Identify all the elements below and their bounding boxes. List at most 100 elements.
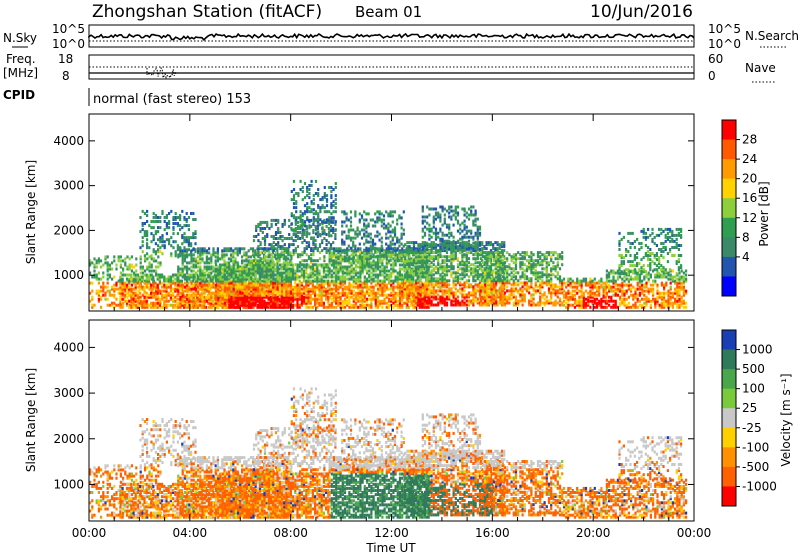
- power-cell: [241, 281, 244, 285]
- power-cell: [346, 269, 349, 273]
- power-cell: [283, 267, 286, 271]
- power-cell: [188, 273, 191, 277]
- power-cell: [174, 212, 177, 215]
- power-cell: [263, 251, 267, 255]
- power-cell: [308, 220, 311, 224]
- power-cell: [146, 246, 149, 250]
- power-cell: [354, 271, 358, 275]
- power-cell: [352, 299, 355, 303]
- power-cell: [148, 246, 151, 250]
- power-cell: [354, 263, 358, 267]
- power-cell: [421, 259, 424, 263]
- power-cell: [152, 250, 155, 254]
- power-cell: [343, 301, 347, 305]
- power-cell: [361, 287, 364, 291]
- power-cell: [350, 295, 353, 299]
- power-cell: [394, 301, 397, 305]
- power-cell: [270, 279, 273, 283]
- power-cell: [359, 283, 362, 287]
- power-cell: [289, 283, 292, 287]
- power-cell: [287, 267, 290, 271]
- power-cell: [272, 277, 275, 281]
- power-cell: [145, 283, 148, 287]
- power-cell: [295, 216, 298, 220]
- power-cell: [372, 293, 375, 297]
- power-cell: [363, 305, 366, 309]
- power-cell: [146, 244, 149, 248]
- power-cell: [186, 269, 189, 273]
- power-cell: [245, 269, 248, 273]
- power-cell: [159, 238, 162, 242]
- power-cell: [300, 267, 303, 271]
- power-cell: [327, 265, 330, 269]
- power-cell: [294, 269, 297, 273]
- power-cell: [330, 301, 333, 305]
- power-cell: [339, 297, 342, 301]
- power-cell: [146, 234, 149, 238]
- power-cell: [187, 216, 190, 219]
- power-cell: [372, 295, 375, 299]
- power-cell: [335, 279, 338, 283]
- power-cell: [119, 283, 122, 287]
- power-cell: [357, 291, 360, 295]
- power-cell: [370, 265, 373, 269]
- power-cell: [363, 297, 366, 301]
- power-cell: [288, 243, 291, 247]
- power-cell: [296, 220, 300, 224]
- power-cell: [303, 291, 306, 295]
- power-cell: [201, 287, 204, 291]
- power-cell: [203, 287, 206, 291]
- power-cell: [125, 285, 129, 289]
- power-cell: [346, 273, 349, 277]
- power-cell: [412, 241, 416, 245]
- power-cell: [190, 257, 193, 261]
- power-cell: [365, 287, 369, 291]
- power-cell: [208, 281, 211, 285]
- power-cell: [321, 226, 324, 230]
- power-cell: [292, 243, 295, 247]
- power-cell: [406, 303, 409, 307]
- power-cell: [311, 279, 314, 283]
- power-cell: [305, 287, 308, 291]
- power-cell: [241, 299, 244, 303]
- power-cell: [210, 293, 213, 297]
- power-cell: [266, 259, 269, 263]
- power-cell: [176, 244, 179, 248]
- power-cell: [215, 273, 218, 277]
- power-cell: [234, 299, 237, 303]
- power-cell: [348, 277, 351, 281]
- power-cell: [179, 267, 182, 271]
- power-cell: [239, 279, 242, 283]
- power-cell: [327, 279, 330, 283]
- power-cell: [245, 251, 248, 255]
- power-cell: [234, 287, 237, 291]
- power-cell: [332, 281, 336, 285]
- power-cell: [268, 255, 271, 259]
- power-cell: [150, 240, 153, 244]
- power-cell: [300, 297, 303, 301]
- power-cell: [217, 293, 220, 297]
- power-cell: [263, 247, 267, 251]
- power-cell: [387, 247, 391, 251]
- power-cell: [325, 289, 328, 293]
- power-cell: [172, 246, 175, 250]
- power-cell: [154, 291, 157, 295]
- power-cell: [183, 216, 186, 219]
- power-cell: [378, 238, 381, 242]
- power-cell: [252, 265, 255, 269]
- power-cell: [298, 297, 301, 301]
- power-cell: [303, 247, 306, 251]
- power-cell: [354, 251, 358, 255]
- power-cell: [379, 299, 382, 303]
- power-cell: [367, 248, 370, 252]
- power-cell: [321, 222, 324, 226]
- power-cell: [379, 249, 382, 253]
- power-cell: [374, 263, 377, 267]
- power-cell: [428, 277, 431, 281]
- power-cell: [106, 261, 109, 265]
- power-cell: [360, 236, 364, 240]
- power-cell: [245, 301, 248, 305]
- power-cell: [374, 220, 377, 224]
- power-cell: [318, 257, 322, 261]
- power-cell: [285, 265, 288, 269]
